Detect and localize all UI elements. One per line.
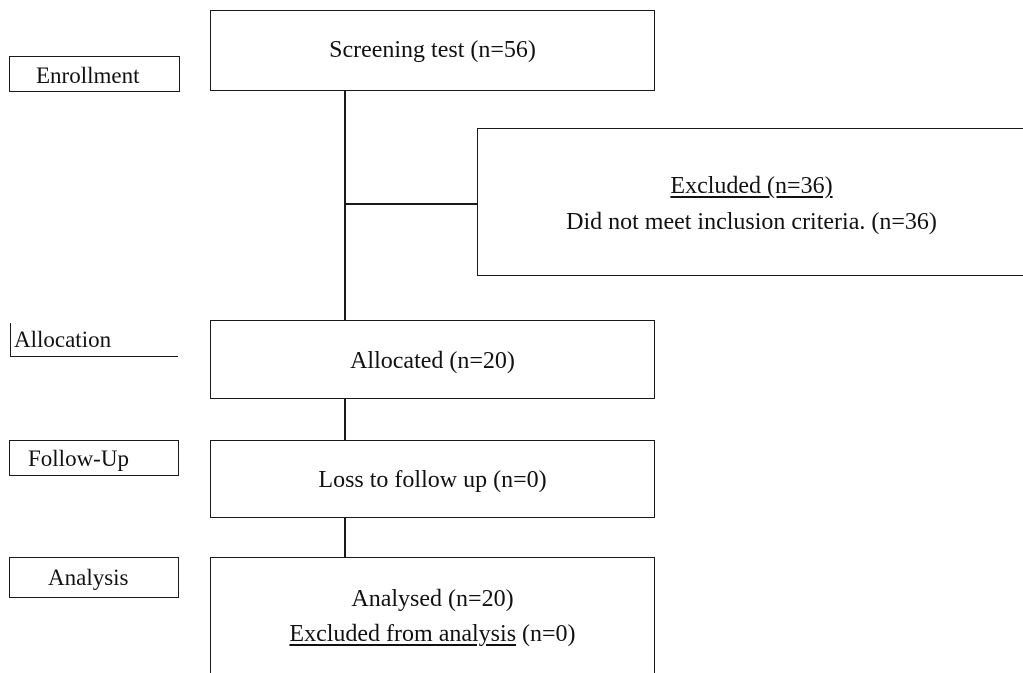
connector-branch-to-excluded — [344, 203, 478, 205]
allocated-box: Allocated (n=20) — [210, 320, 655, 399]
excluded-from-analysis-count: (n=0) — [522, 621, 576, 647]
connector-allocated-to-followup — [344, 398, 346, 440]
analysed-box: Analysed (n=20) Excluded from analysis (… — [210, 557, 655, 673]
excluded-title: Excluded (n=36) — [670, 173, 833, 199]
stage-label-allocation-text: Allocation — [14, 327, 112, 352]
screening-text: Screening test (n=56) — [329, 37, 536, 63]
excluded-from-analysis-label: Excluded from analysis — [289, 621, 517, 647]
stage-label-analysis-text: Analysis — [48, 565, 129, 590]
excluded-reason: Did not meet inclusion criteria. (n=36) — [566, 209, 937, 235]
loss-follow-up-box: Loss to follow up (n=0) — [210, 440, 655, 518]
loss-follow-up-text: Loss to follow up (n=0) — [318, 467, 547, 493]
excluded-box: Excluded (n=36) Did not meet inclusion c… — [477, 128, 1023, 276]
connector-screening-to-allocated — [344, 90, 346, 320]
screening-box: Screening test (n=56) — [210, 10, 655, 91]
allocated-text: Allocated (n=20) — [350, 348, 515, 374]
stage-label-allocation: Allocation — [10, 323, 178, 357]
analysed-text: Analysed (n=20) — [351, 586, 514, 612]
stage-label-analysis: Analysis — [9, 557, 179, 598]
connector-followup-to-analysis — [344, 517, 346, 557]
stage-label-follow-up-text: Follow-Up — [28, 446, 129, 471]
excluded-from-analysis-line: Excluded from analysis (n=0) — [211, 619, 654, 649]
stage-label-enrollment: Enrollment — [9, 56, 180, 92]
stage-label-enrollment-text: Enrollment — [36, 63, 140, 88]
stage-label-follow-up: Follow-Up — [9, 440, 179, 476]
